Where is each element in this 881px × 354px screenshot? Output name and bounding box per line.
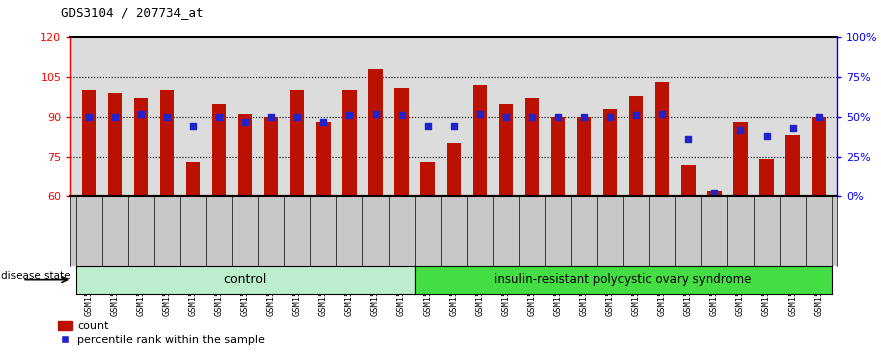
Point bbox=[107, 114, 122, 120]
Legend: count, percentile rank within the sample: count, percentile rank within the sample bbox=[58, 321, 265, 345]
Point bbox=[420, 124, 434, 129]
Bar bbox=[707, 191, 722, 196]
Bar bbox=[186, 162, 200, 196]
Bar bbox=[759, 159, 774, 196]
Bar bbox=[447, 143, 461, 196]
Bar bbox=[212, 104, 226, 196]
Point bbox=[316, 119, 330, 125]
Point bbox=[551, 114, 565, 120]
Point bbox=[264, 114, 278, 120]
Point bbox=[759, 133, 774, 139]
Bar bbox=[499, 104, 513, 196]
Bar bbox=[681, 165, 695, 196]
Bar bbox=[82, 90, 96, 196]
Bar bbox=[134, 98, 148, 196]
Bar bbox=[290, 90, 305, 196]
Bar bbox=[472, 85, 487, 196]
Point bbox=[186, 124, 200, 129]
Point bbox=[681, 136, 695, 142]
Point bbox=[368, 111, 382, 116]
Point bbox=[82, 114, 96, 120]
Point bbox=[734, 127, 748, 132]
Point bbox=[290, 114, 304, 120]
Point bbox=[655, 111, 670, 116]
Bar bbox=[264, 117, 278, 196]
Bar bbox=[786, 135, 800, 196]
Bar bbox=[238, 114, 252, 196]
Bar bbox=[368, 69, 382, 196]
Point bbox=[343, 113, 357, 118]
Point bbox=[212, 114, 226, 120]
Bar bbox=[159, 90, 174, 196]
Text: control: control bbox=[224, 273, 267, 286]
Point bbox=[238, 119, 252, 125]
Point bbox=[629, 113, 643, 118]
Point bbox=[707, 190, 722, 196]
Point bbox=[447, 124, 461, 129]
Point bbox=[577, 114, 591, 120]
Point bbox=[811, 114, 825, 120]
Bar bbox=[342, 90, 357, 196]
Point bbox=[134, 111, 148, 116]
Bar bbox=[629, 96, 643, 196]
Point bbox=[159, 114, 174, 120]
Bar bbox=[733, 122, 748, 196]
Point bbox=[473, 111, 487, 116]
Bar bbox=[395, 88, 409, 196]
Bar bbox=[525, 98, 539, 196]
Point bbox=[395, 113, 409, 118]
Text: disease state: disease state bbox=[1, 271, 70, 281]
Bar bbox=[551, 117, 566, 196]
Text: GDS3104 / 207734_at: GDS3104 / 207734_at bbox=[61, 6, 204, 19]
Bar bbox=[420, 162, 435, 196]
Bar bbox=[655, 82, 670, 196]
Bar bbox=[603, 109, 618, 196]
Text: insulin-resistant polycystic ovary syndrome: insulin-resistant polycystic ovary syndr… bbox=[494, 273, 751, 286]
Point bbox=[499, 114, 513, 120]
Point bbox=[786, 125, 800, 131]
Bar bbox=[577, 117, 591, 196]
Bar bbox=[811, 117, 825, 196]
Point bbox=[525, 114, 539, 120]
Point bbox=[603, 114, 618, 120]
Bar bbox=[316, 122, 330, 196]
Bar bbox=[107, 93, 122, 196]
